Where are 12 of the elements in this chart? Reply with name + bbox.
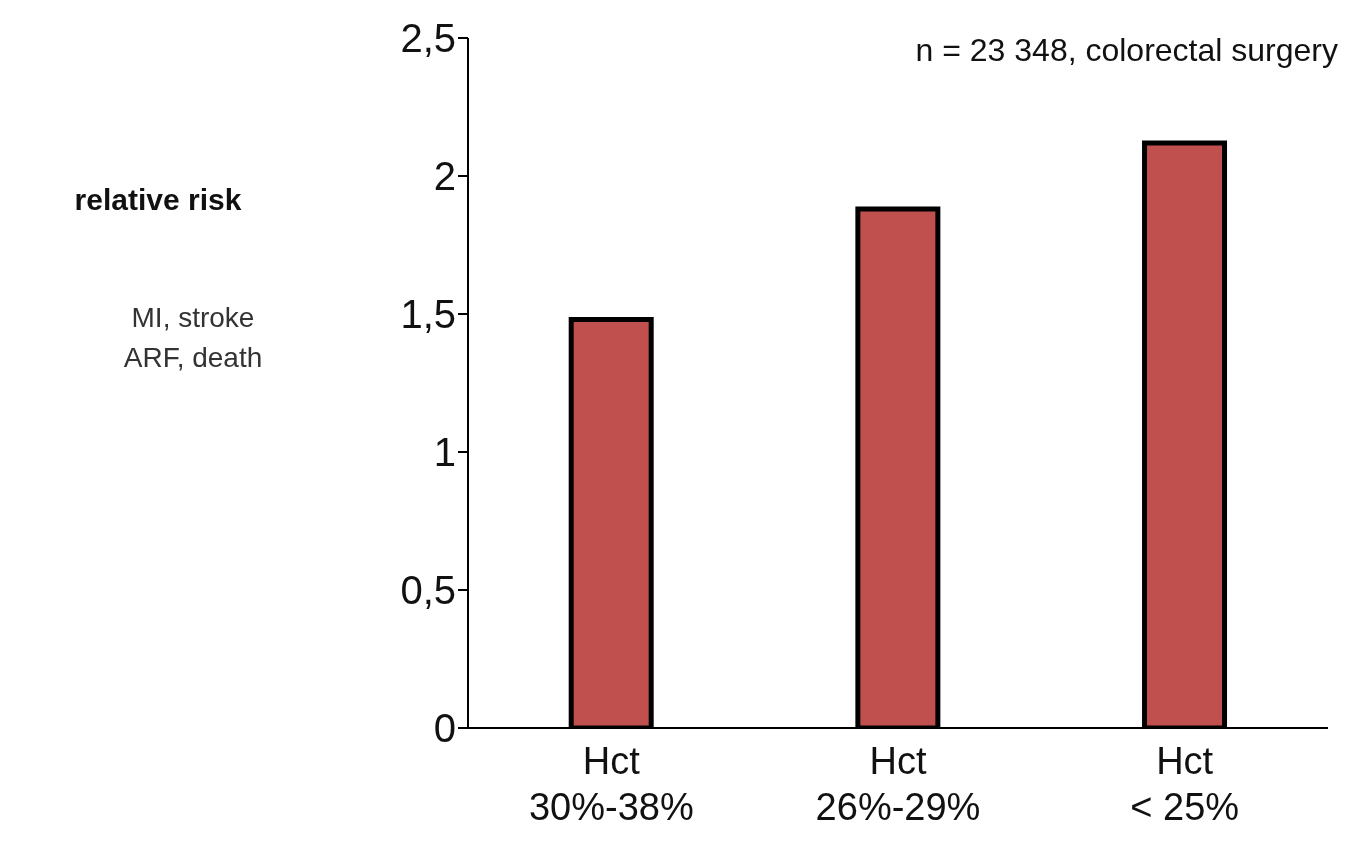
- y-tick-label: 1,5: [400, 292, 456, 337]
- text: MI, stroke ARF, death: [122, 301, 264, 375]
- annotation: n = 23 348, colorectal surgery: [915, 32, 1338, 69]
- y-tick-label: 0: [433, 706, 456, 751]
- y-tick-label: 1: [433, 430, 456, 475]
- x-tick-label: Hct 30%-38%: [528, 740, 694, 828]
- y-tick-label: 2,5: [400, 16, 456, 61]
- y-tick-label: 2: [433, 154, 456, 199]
- y-tick-label: 0,5: [400, 568, 456, 613]
- x-tick-label: Hct < 25%: [1130, 740, 1240, 828]
- text: relative risk: [73, 183, 243, 217]
- x-tick-label: Hct 26%-29%: [815, 740, 981, 828]
